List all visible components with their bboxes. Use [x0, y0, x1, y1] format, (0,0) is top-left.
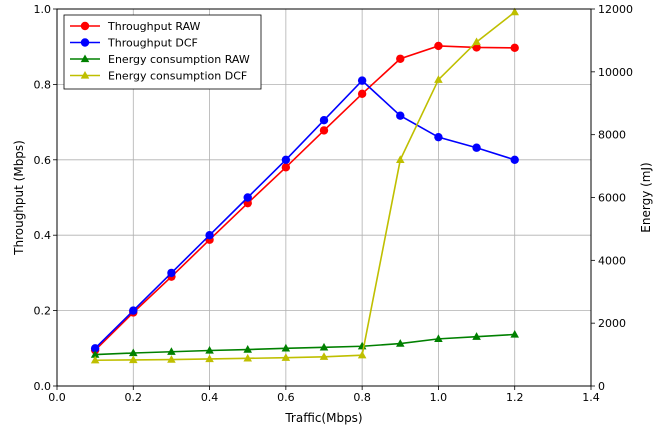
legend-box — [63, 14, 262, 90]
data-point — [396, 54, 405, 63]
y-tick-label: 1.0 — [34, 3, 52, 16]
y-axis-label: Throughput (Mbps) — [12, 140, 26, 256]
series-line — [94, 79, 515, 349]
y-tick-label: 0.0 — [34, 380, 52, 393]
y2-tick-label: 12000 — [598, 3, 633, 16]
legend-entry: Throughput DCF — [70, 37, 198, 50]
series-energy-consumption-raw — [90, 329, 519, 358]
legend-entry: Energy consumption DCF — [70, 70, 247, 83]
axes: 0.0 0.2 0.4 0.6 0.8 1.0 1.2 1.4 0.0 0.2 0.4 0.6 0.8 1… — [34, 3, 634, 404]
data-point — [472, 37, 481, 46]
data-point — [90, 344, 100, 353]
data-point — [319, 126, 329, 135]
data-point — [281, 155, 291, 164]
series-energy-consumption-dcf — [90, 7, 519, 364]
y2-tick-label: 6000 — [598, 192, 626, 205]
series-layer — [90, 7, 519, 364]
data-point — [510, 155, 519, 164]
x-tick-label: 0.0 — [48, 391, 66, 404]
legend-entry: Energy consumption RAW — [70, 53, 250, 66]
data-point — [243, 345, 252, 353]
data-point — [205, 354, 214, 363]
x-tick-label: 1.4 — [582, 391, 600, 404]
data-point — [510, 7, 519, 16]
data-point — [80, 38, 90, 47]
y2-tick-label: 2000 — [598, 317, 626, 330]
data-point — [357, 350, 367, 359]
data-point — [319, 342, 329, 351]
legend-label: Throughput DCF — [107, 37, 198, 50]
data-point — [90, 355, 100, 364]
data-point — [205, 345, 214, 354]
y-tick-label: 0.6 — [34, 154, 52, 167]
data-point — [396, 339, 405, 347]
data-point — [434, 41, 443, 51]
data-point — [472, 332, 481, 340]
data-point — [129, 348, 138, 357]
data-point — [80, 71, 90, 79]
data-point — [510, 329, 519, 338]
data-point — [472, 143, 481, 152]
data-point — [80, 54, 90, 63]
data-point — [281, 163, 291, 172]
series-line — [95, 11, 516, 362]
series-line — [95, 333, 515, 356]
data-point — [80, 21, 90, 31]
data-point — [510, 43, 519, 53]
y-tick-label: 0.2 — [34, 305, 52, 318]
data-point — [281, 353, 291, 361]
data-point — [167, 268, 176, 278]
legend-label: Energy consumption DCF — [108, 70, 247, 83]
x-tick-label: 0.6 — [277, 391, 295, 404]
data-point — [205, 231, 214, 240]
legend-label: Throughput RAW — [107, 20, 201, 33]
data-point — [396, 111, 405, 120]
y2-tick-label: 10000 — [598, 66, 633, 79]
legend-label: Energy consumption RAW — [108, 53, 250, 66]
y2-tick-label: 0 — [598, 380, 605, 393]
data-point — [357, 76, 367, 85]
series-line — [94, 45, 515, 351]
series-throughput-dcf — [90, 76, 519, 353]
x-tick-label: 0.8 — [353, 391, 371, 404]
x-tick-label: 0.2 — [125, 391, 143, 404]
y2-axis-label: Energy (mJ) — [639, 162, 653, 232]
x-tick-label: 1.2 — [506, 391, 524, 404]
data-point — [129, 355, 138, 364]
legend-entry: Throughput RAW — [70, 20, 201, 33]
data-point — [243, 353, 252, 362]
x-tick-label: 0.4 — [201, 391, 219, 404]
x-tick-label: 1.0 — [430, 391, 448, 404]
legend: Throughput RAW Throughput DCF Energy consu… — [63, 14, 262, 90]
data-point — [129, 306, 138, 315]
data-point — [90, 350, 100, 358]
y-tick-label: 0.4 — [34, 229, 52, 242]
data-point — [243, 193, 252, 202]
data-point — [167, 347, 176, 355]
data-point — [319, 116, 329, 125]
y2-tick-label: 8000 — [598, 129, 626, 142]
y-tick-label: 0.8 — [34, 78, 52, 91]
data-point — [434, 75, 443, 83]
data-point — [434, 132, 443, 142]
y2-tick-label: 4000 — [598, 254, 626, 267]
data-point — [281, 343, 291, 352]
data-point — [396, 155, 405, 163]
data-point — [319, 352, 329, 360]
x-axis-label: Traffic(Mbps) — [284, 411, 362, 425]
data-point — [434, 334, 443, 343]
data-point — [357, 89, 367, 99]
data-point — [167, 355, 176, 363]
data-point — [472, 43, 481, 52]
